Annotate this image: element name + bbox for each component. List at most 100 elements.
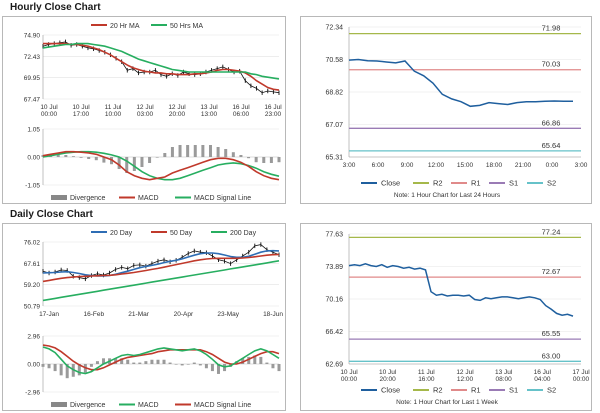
hourly-pivot-legend-label: S1 — [509, 179, 518, 188]
hourly-pivot-legend-label: R2 — [433, 179, 443, 188]
hourly-pivot-ytick: 65.31 — [325, 155, 343, 162]
daily-pivot-xtick: 11 Jul 16:00 — [418, 369, 435, 383]
daily-pivot-xtick: 10 Jul 20:00 — [379, 369, 397, 383]
hourly-price-xtick-line: 11 Jul — [105, 104, 122, 111]
daily-pivot-legend-label: R1 — [471, 386, 481, 395]
hourly-technical-panel: 20 Hr MA 50 Hrs MA 74.90 72.43 69.95 67.47 10 … — [2, 16, 286, 204]
daily-macd-legend-swatch — [51, 402, 67, 407]
hourly-divergence-bar — [269, 157, 273, 163]
daily-ma20-line — [42, 249, 280, 277]
daily-divergence-bar — [186, 364, 190, 365]
daily-pivot-xtick-line: 04:00 — [534, 376, 551, 383]
daily-pivot-xtick-line: 12 Jul — [456, 369, 474, 376]
daily-divergence-bar — [132, 362, 136, 364]
hourly-technical-svg: 20 Hr MA 50 Hrs MA74.9072.4369.9567.4710 … — [24, 23, 283, 202]
daily-price-xtick: 17-Jan — [39, 311, 59, 318]
daily-pivot-xtick-line: 16 Jul — [534, 369, 552, 376]
hourly-divergence-bar — [178, 145, 182, 157]
daily-divergence-bar — [247, 356, 251, 364]
hourly-divergence-bar — [79, 157, 83, 158]
hourly-divergence-bar — [155, 157, 159, 158]
daily-pivot-legend-label: S2 — [547, 386, 556, 395]
hourly-price-xtick-line: 13:00 — [201, 111, 218, 118]
hourly-price-xtick-line: 12 Jul — [168, 104, 186, 111]
hourly-pivot-xtick-line: 6:00 — [372, 162, 385, 169]
daily-macd-ytick: -2.96 — [25, 390, 40, 397]
daily-divergence-bar — [192, 362, 196, 364]
daily-pivot-ytick: 73.89 — [325, 264, 343, 271]
hourly-divergence-bar — [148, 157, 152, 163]
daily-divergence-bar — [144, 361, 148, 364]
daily-pivot-legend-label: Close — [381, 386, 400, 395]
hourly-pivot-xtick-line: 0:00 — [546, 162, 559, 169]
daily-pivot-svg: 77.63 73.89 70.16 66.42 62.69 77.24 72.67 65.55… — [325, 227, 590, 406]
daily-price-xtick-line: 16-Feb — [83, 311, 104, 318]
hourly-pivot-xtick-line: 15:00 — [457, 162, 474, 169]
hourly-section-title: Hourly Close Chart — [10, 2, 101, 13]
daily-level-label-s2: 63.00 — [542, 351, 561, 360]
hourly-pivot-ytick: 68.82 — [325, 90, 343, 97]
daily-signal-line — [42, 344, 280, 371]
daily-divergence-bar — [162, 359, 166, 364]
daily-pivot-ytick: 70.16 — [325, 297, 343, 304]
daily-divergence-bar — [198, 364, 202, 366]
hourly-close-line — [42, 41, 280, 94]
hourly-price-xtick: 12 Jul 03:00 — [136, 104, 154, 118]
hourly-price-xtick-line: 10:00 — [105, 111, 122, 118]
daily-pivot-xtick: 10 Jul 00:00 — [340, 369, 358, 383]
daily-macd-ytick: 2.96 — [27, 334, 40, 341]
daily-divergence-bar — [253, 355, 257, 364]
daily-divergence-bar — [65, 364, 69, 379]
daily-divergence-bar — [210, 364, 214, 372]
daily-pivot-xtick-line: 00:00 — [341, 376, 358, 383]
daily-pivot-xtick: 13 Jul 08:00 — [495, 369, 513, 383]
hourly-pivot-ytick: 70.58 — [325, 57, 343, 64]
daily-price-xtick: 16-Feb — [83, 311, 104, 318]
daily-divergence-bar — [277, 364, 281, 372]
hourly-pivot-xtick-line: 9:00 — [401, 162, 414, 169]
daily-price-xtick-line: 21-Mar — [128, 311, 149, 318]
hourly-divergence-bar — [64, 155, 68, 157]
hourly-macd-legend-swatch — [51, 195, 67, 200]
hourly-macd-legend-label: MACD — [138, 195, 159, 202]
daily-divergence-bar — [174, 364, 178, 365]
hourly-pivot-close-line — [348, 58, 574, 108]
hourly-pivot-panel: 72.34 70.58 68.82 67.07 65.31 71.98 70.03 66.86… — [300, 16, 592, 204]
hourly-price-xtick: 10 Jul 00:00 — [40, 104, 58, 118]
hourly-ma20-line — [43, 42, 280, 91]
hourly-divergence-bar — [262, 157, 266, 163]
hourly-divergence-bar — [193, 145, 197, 157]
hourly-price-xtick: 16 Jul 06:00 — [232, 104, 250, 118]
hourly-price-xtick-line: 13 Jul — [200, 104, 218, 111]
daily-divergence-bar — [120, 358, 124, 364]
hourly-pivot-svg: 72.34 70.58 68.82 67.07 65.31 71.98 70.03 66.86… — [325, 24, 587, 199]
hourly-macd-legend-label: Divergence — [70, 195, 106, 202]
daily-pivot-xtick-line: 16:00 — [418, 376, 435, 383]
hourly-macd-ytick: 1.05 — [27, 127, 40, 134]
hourly-price-xtick-line: 12 Jul — [136, 104, 154, 111]
hourly-divergence-bar — [216, 147, 220, 157]
hourly-pivot-xtick: 18:00 — [486, 162, 503, 169]
hourly-price-xtick-line: 17:00 — [73, 111, 90, 118]
daily-ma200-line — [42, 260, 280, 302]
daily-pivot-close-line — [348, 263, 574, 317]
hourly-pivot-xtick-line: 18:00 — [486, 162, 503, 169]
hourly-macd-ytick: 0.00 — [27, 155, 40, 162]
hourly-price-xtick-line: 10 Jul — [40, 104, 58, 111]
daily-price-xtick: 20-Apr — [174, 311, 194, 318]
hourly-price-ytick: 69.95 — [24, 75, 41, 82]
daily-pivot-xtick: 17 Jul 00:00 — [572, 369, 590, 383]
daily-divergence-bar — [259, 356, 263, 364]
hourly-price-ytick: 74.90 — [24, 33, 41, 40]
hourly-price-ytick: 67.47 — [24, 97, 41, 104]
hourly-divergence-bar — [125, 157, 129, 173]
hourly-pivot-xtick: 15:00 — [457, 162, 474, 169]
daily-divergence-bar — [168, 362, 172, 364]
hourly-divergence-bar — [102, 157, 106, 163]
hourly-level-label-s2: 65.64 — [542, 141, 561, 150]
daily-divergence-bar — [265, 362, 269, 364]
daily-divergence-bar — [180, 364, 184, 366]
hourly-pivot-ytick: 67.07 — [325, 122, 343, 129]
daily-level-label-r2: 77.24 — [542, 227, 561, 236]
daily-divergence-bar — [216, 364, 220, 374]
